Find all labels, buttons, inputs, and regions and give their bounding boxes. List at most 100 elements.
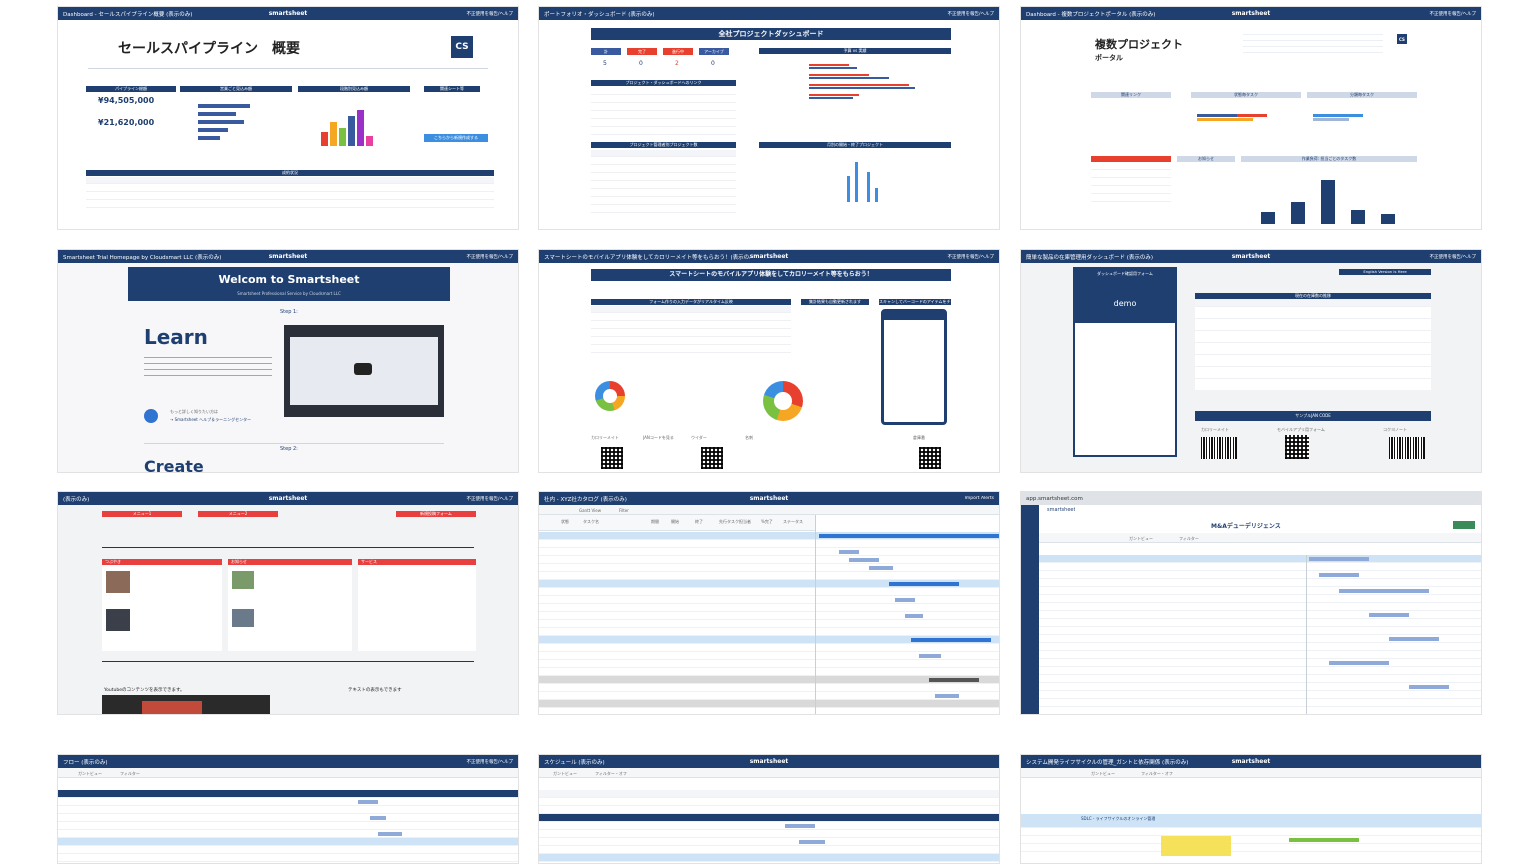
menu-tag[interactable]: 新規投稿フォーム bbox=[396, 511, 476, 517]
column-header: 先行タスク bbox=[719, 519, 739, 524]
barcode bbox=[1389, 437, 1425, 459]
qr-code bbox=[1285, 435, 1309, 459]
tile-mobile-app[interactable]: スマートシートのモバイルアプリ体験をしてカロリーメイト等をもらおう！(表示のみ)… bbox=[538, 249, 1000, 473]
section-header: フォーム作りの入力データがリアルタイム反映 bbox=[591, 299, 791, 305]
play-icon[interactable] bbox=[354, 363, 372, 375]
filter-button[interactable]: フィルター bbox=[1179, 536, 1199, 541]
kpi-label: 完了 bbox=[627, 48, 657, 55]
youtube-embed[interactable] bbox=[102, 695, 270, 714]
demo-label: demo bbox=[1113, 299, 1137, 308]
tile-news-portal[interactable]: (表示のみ) smartsheet 不正使用を報告/ヘルプ メニュー1 メニュー… bbox=[57, 491, 519, 715]
welcome-banner: Welcom to Smartsheet Smartsheet Professi… bbox=[128, 267, 450, 301]
qr-code bbox=[601, 447, 623, 469]
english-version-link[interactable]: English Version is Here bbox=[1339, 269, 1431, 275]
share-button[interactable] bbox=[1453, 521, 1475, 529]
video-player[interactable] bbox=[284, 325, 444, 417]
task-grid bbox=[58, 790, 518, 863]
arrow-button[interactable] bbox=[144, 409, 158, 423]
tile-welcome[interactable]: Smartsheet Trial Homepage by Cloudsmart … bbox=[57, 249, 519, 473]
divider bbox=[102, 547, 474, 548]
help-link[interactable]: 不正使用を報告/ヘルプ bbox=[947, 254, 994, 260]
tile-sdlc-gantt[interactable]: システム開発ライフサイクルの管理_ガントと依存関係 (表示のみ) smartsh… bbox=[1020, 754, 1482, 864]
label: モバイルアプリ用フォーム bbox=[1277, 427, 1325, 432]
tile-portfolio[interactable]: ポートフォリオ・ダッシュボード (表示のみ) 不正使用を報告/ヘルプ 全社プロジ… bbox=[538, 6, 1000, 230]
gantt-view-button[interactable]: ガントビュー bbox=[553, 771, 577, 776]
help-link[interactable]: 不正使用を報告/ヘルプ bbox=[466, 496, 513, 502]
help-link[interactable]: 不正使用を報告/ヘルプ bbox=[947, 11, 994, 17]
tile-title: Dashboard - セールスパイプライン概要 (表示のみ) bbox=[63, 11, 193, 18]
sheet-toolbar: ガントビュー フィルター bbox=[1039, 533, 1481, 543]
filter-button[interactable]: フィルター bbox=[120, 771, 140, 776]
gantt-view-button[interactable]: Gantt View bbox=[579, 508, 601, 513]
donut-chart bbox=[595, 381, 625, 411]
kpi-value: 0 bbox=[711, 60, 715, 67]
section-header: つぶやき bbox=[102, 559, 222, 565]
divider bbox=[88, 68, 488, 69]
import-alerts[interactable]: Import Alerts bbox=[964, 496, 994, 501]
menu-tag[interactable]: メニュー2 bbox=[198, 511, 278, 517]
filter-button[interactable]: フィルター・オフ bbox=[595, 771, 627, 776]
brand-logo: smartsheet bbox=[1231, 10, 1271, 17]
tile-flow-gantt[interactable]: フロー (表示のみ) 不正使用を報告/ヘルプ ガントビュー フィルター bbox=[57, 754, 519, 864]
help-link[interactable]: 不正使用を報告/ヘルプ bbox=[1429, 11, 1476, 17]
menu-tag[interactable]: メニュー1 bbox=[102, 511, 182, 517]
section-header: 段階別見込み額 bbox=[298, 86, 410, 92]
help-link[interactable]: 不正使用を報告/ヘルプ bbox=[466, 759, 513, 765]
sheet-toolbar: ガントビュー フィルター・オフ bbox=[539, 768, 999, 778]
help-link[interactable]: 不正使用を報告/ヘルプ bbox=[466, 254, 513, 260]
donut-chart bbox=[763, 381, 803, 421]
section-header: プロジェクト・ダッシュボードへのリンク bbox=[591, 80, 736, 86]
youtube-caption: Youtubeのコンテンツを表示できます。 bbox=[104, 688, 185, 693]
filter-button[interactable]: フィルター・オフ bbox=[1141, 771, 1173, 776]
tile-inventory[interactable]: 簡単な製品の在庫管理用ダッシュボード (表示のみ) smartsheet 不正使… bbox=[1020, 249, 1482, 473]
column-header: ステータス bbox=[783, 519, 803, 524]
app-brand: smartsheet bbox=[1047, 507, 1076, 513]
task-grid bbox=[1039, 555, 1481, 714]
gantt-view-button[interactable]: ガントビュー bbox=[78, 771, 102, 776]
create-heading: Create bbox=[144, 457, 204, 472]
phone-mockup bbox=[881, 309, 947, 425]
brand-logo: smartsheet bbox=[268, 253, 308, 260]
tile-multi-project-portal[interactable]: Dashboard - 複数プロジェクトポータル (表示のみ) smartshe… bbox=[1020, 6, 1482, 230]
tile-ma-due-diligence[interactable]: app.smartsheet.com smartsheet M&Aデューデリジェ… bbox=[1020, 491, 1482, 715]
label: JANコードを見る bbox=[643, 435, 674, 440]
links-list bbox=[591, 88, 736, 138]
column-header: 終了 bbox=[695, 519, 703, 524]
form-data-table bbox=[591, 306, 791, 358]
section-header: 関連シート等 bbox=[424, 86, 480, 92]
tile-titlebar: システム開発ライフサイクルの管理_ガントと依存関係 (表示のみ) smartsh… bbox=[1021, 755, 1481, 768]
page-title: セールスパイプライン 概要 bbox=[118, 41, 300, 57]
section-header: お知らせ bbox=[228, 559, 352, 565]
section-header: 営業ごと見込み額 bbox=[180, 86, 292, 92]
address-bar[interactable]: app.smartsheet.com bbox=[1026, 495, 1083, 502]
sheet-toolbar: ガントビュー フィルター bbox=[58, 768, 518, 778]
filter-button[interactable]: Filter bbox=[619, 508, 629, 513]
forecast-total: ¥21,620,000 bbox=[98, 118, 155, 127]
table-header: 成約状況 bbox=[86, 170, 494, 176]
tile-sales-pipeline[interactable]: Dashboard - セールスパイプライン概要 (表示のみ) smartshe… bbox=[57, 6, 519, 230]
kpi-value: 0 bbox=[639, 60, 643, 67]
form-body[interactable] bbox=[1075, 323, 1175, 455]
contacts-table bbox=[1091, 163, 1171, 213]
gantt-divider bbox=[815, 515, 816, 714]
gantt-view-button[interactable]: ガントビュー bbox=[1091, 771, 1115, 776]
gantt-view-button[interactable]: ガントビュー bbox=[1129, 536, 1153, 541]
section-header: お知らせ bbox=[1177, 156, 1235, 162]
brand-logo: smartsheet bbox=[1231, 758, 1271, 765]
task-grid bbox=[539, 532, 999, 714]
text-section-title: テキストの表示もできます bbox=[348, 688, 402, 693]
label: 名刺 bbox=[745, 435, 753, 440]
brand-logo: smartsheet bbox=[749, 758, 789, 765]
brand-logo: smartsheet bbox=[268, 495, 308, 502]
create-new-button[interactable]: こちらから新規作成する bbox=[424, 134, 488, 142]
tile-title: ポートフォリオ・ダッシュボード (表示のみ) bbox=[544, 11, 655, 18]
help-link[interactable]: 不正使用を報告/ヘルプ bbox=[466, 11, 513, 17]
description-text bbox=[1243, 30, 1383, 64]
help-link[interactable]: 不正使用を報告/ヘルプ bbox=[1429, 254, 1476, 260]
label: 倉庫番 bbox=[913, 435, 925, 440]
tile-gantt-catalog[interactable]: 社内 - XYZ社カタログ (表示のみ) smartsheet Import A… bbox=[538, 491, 1000, 715]
tile-schedule-gantt[interactable]: スケジュール (表示のみ) smartsheet ガントビュー フィルター・オフ bbox=[538, 754, 1000, 864]
kpi-label: 計 bbox=[591, 48, 621, 55]
help-center-link[interactable]: → Smartsheet ヘルプ＆ラーニングセンター bbox=[170, 417, 252, 422]
